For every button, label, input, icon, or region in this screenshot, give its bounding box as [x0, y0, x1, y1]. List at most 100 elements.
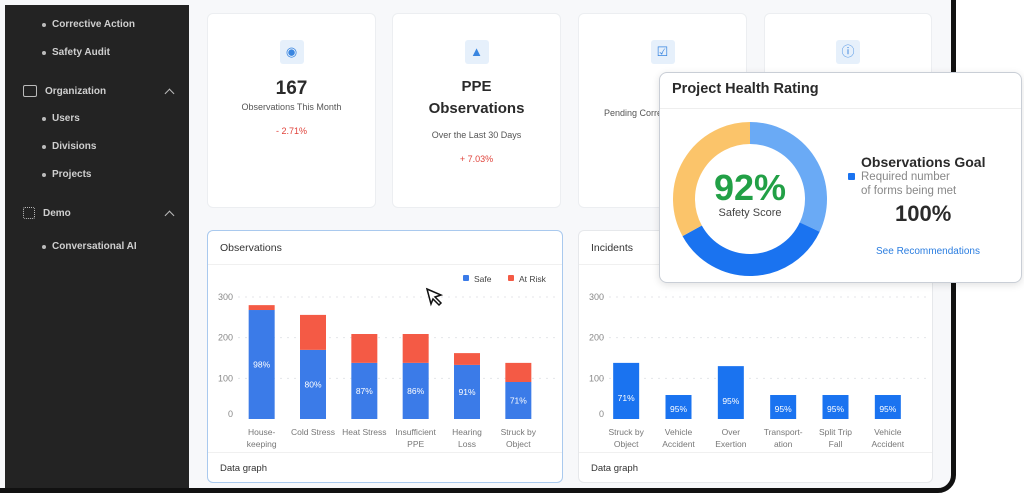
- x-tick-label: House-: [248, 427, 276, 437]
- popup-title: Project Health Rating: [660, 73, 1021, 109]
- sidebar-item-divisions[interactable]: Divisions: [41, 141, 97, 152]
- safety-donut: [673, 122, 827, 276]
- x-tick-label: Cold Stress: [291, 427, 335, 437]
- x-tick-label: Split Trip: [819, 427, 852, 437]
- sidebar-group-demo[interactable]: Demo: [23, 207, 175, 220]
- bar-incidents: [874, 395, 901, 419]
- checkbox-icon: ☑: [650, 40, 675, 64]
- bar-incidents: [613, 362, 640, 419]
- bar-incidents: [770, 395, 797, 419]
- see-recommendations-link[interactable]: See Recommendations: [876, 246, 980, 257]
- y-tick-label: 300: [218, 292, 233, 302]
- x-tick-label: Object: [506, 439, 531, 449]
- kpi-label: Over the Last 30 Days: [431, 130, 522, 140]
- x-tick-label: Vehicle: [874, 427, 902, 437]
- y-tick-label: 0: [599, 409, 604, 419]
- chip-icon: [23, 207, 35, 219]
- safety-score: 92%: [713, 167, 787, 208]
- bar-value-label: 95%: [722, 396, 739, 406]
- x-tick-label: Hearing: [452, 427, 482, 437]
- bar-at-risk: [351, 334, 378, 363]
- kpi-delta: - 2.71%: [275, 126, 308, 136]
- y-tick-label: 200: [589, 333, 604, 343]
- y-tick-label: 200: [218, 333, 233, 343]
- bar-value-label: 71%: [510, 395, 527, 405]
- alert-circle-icon: ⓘ: [836, 40, 860, 64]
- chart-title: Observations: [208, 231, 562, 265]
- x-tick-label: Transport-: [764, 427, 803, 437]
- x-tick-label: Fall: [829, 439, 843, 449]
- bar-safe: [248, 310, 275, 419]
- project-health-popup: Project Health Rating 92% Safety Score O…: [659, 72, 1022, 283]
- donut-segment: [749, 122, 827, 232]
- safety-score-label: Safety Score: [718, 207, 782, 219]
- y-tick-label: 100: [589, 373, 604, 383]
- bar-at-risk: [248, 305, 275, 311]
- x-tick-label: Object: [614, 439, 639, 449]
- bar-at-risk: [300, 314, 326, 350]
- y-tick-label: 300: [589, 292, 604, 302]
- bar-at-risk: [454, 353, 480, 365]
- bar-incidents: [665, 395, 692, 419]
- sidebar-group-organization[interactable]: Organization: [23, 85, 175, 98]
- bar-value-label: 95%: [775, 404, 792, 414]
- legend-swatch: [848, 173, 855, 180]
- sidebar-item-projects[interactable]: Projects: [41, 169, 92, 180]
- bar-value-label: 87%: [356, 386, 373, 396]
- bar-value-label: 80%: [304, 379, 321, 389]
- cone-icon: ▲: [464, 40, 489, 64]
- presentation-icon: [23, 85, 37, 97]
- x-tick-label: Accident: [872, 439, 905, 449]
- y-tick-label: 0: [228, 409, 233, 419]
- y-tick-label: 100: [218, 373, 233, 383]
- bar-value-label: 71%: [618, 393, 635, 403]
- x-tick-label: PPE: [407, 439, 424, 449]
- legend-label: Safe: [474, 274, 492, 284]
- bar-value-label: 95%: [670, 404, 687, 414]
- x-tick-label: Insufficient: [395, 427, 436, 437]
- mouse-cursor-icon: [425, 287, 444, 307]
- sidebar-group-label: Demo: [43, 207, 71, 219]
- bar-value-label: 95%: [827, 404, 844, 414]
- bar-safe: [454, 364, 480, 419]
- x-tick-label: Struck by: [501, 427, 537, 437]
- sidebar-item-corrective-action[interactable]: Corrective Action: [42, 19, 135, 30]
- kpi-card-ppe[interactable]: ▲ PPE Observations Over the Last 30 Days…: [392, 13, 561, 208]
- chart-footer: Data graph: [579, 452, 932, 482]
- goal-value: 100%: [895, 201, 952, 226]
- bar-value-label: 98%: [253, 360, 270, 370]
- bar-incidents: [822, 395, 849, 419]
- sidebar-group-label: Organization: [45, 85, 107, 97]
- donut-segment: [682, 222, 820, 276]
- legend-label: At Risk: [519, 274, 547, 284]
- goal-desc-1: Required number: [861, 171, 950, 183]
- bar-value-label: 86%: [407, 386, 424, 396]
- x-tick-label: Loss: [458, 439, 476, 449]
- bar-safe: [300, 349, 326, 419]
- kpi-delta: + 7.03%: [459, 154, 494, 164]
- x-tick-label: Over: [722, 427, 741, 437]
- x-tick-label: Heat Stress: [342, 427, 386, 437]
- legend-swatch: [508, 275, 514, 281]
- x-tick-label: Exertion: [715, 439, 746, 449]
- eye-icon: ◉: [279, 40, 304, 64]
- kpi-card-observations[interactable]: ◉ 167 Observations This Month - 2.71%: [207, 13, 376, 208]
- goal-title: Observations Goal: [861, 154, 986, 170]
- bar-value-label: 95%: [879, 404, 896, 414]
- bar-at-risk: [505, 362, 532, 382]
- x-tick-label: keeping: [247, 439, 277, 449]
- sidebar-item-safety-audit[interactable]: Safety Audit: [42, 47, 110, 58]
- bar-safe: [505, 381, 532, 419]
- sidebar: Corrective Action Safety Audit Organizat…: [5, 5, 189, 488]
- sidebar-item-conversational-ai[interactable]: Conversational AI: [42, 241, 137, 252]
- sidebar-item-users[interactable]: Users: [42, 113, 80, 124]
- legend-swatch: [463, 275, 469, 281]
- bar-value-label: 91%: [458, 387, 475, 397]
- kpi-value: PPE Observations: [428, 78, 525, 117]
- kpi-label: Observations This Month: [241, 102, 342, 112]
- chart-footer: Data graph: [208, 452, 562, 482]
- bar-incidents: [717, 366, 744, 419]
- donut-segment: [673, 122, 751, 237]
- kpi-value: 167: [275, 78, 308, 99]
